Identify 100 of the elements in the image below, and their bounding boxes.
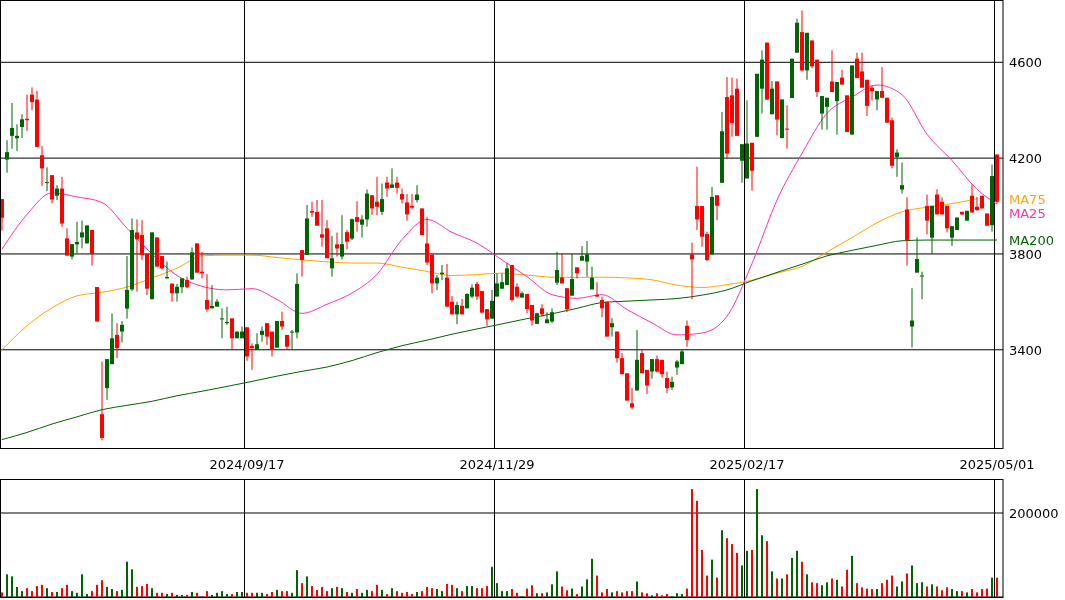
bar xyxy=(451,584,453,597)
bar xyxy=(496,583,498,597)
bar xyxy=(736,552,738,597)
bar xyxy=(331,588,333,597)
candlestick xyxy=(355,200,359,233)
bar xyxy=(196,592,198,597)
bar xyxy=(76,592,78,597)
bar xyxy=(436,589,438,597)
bar xyxy=(56,591,58,597)
bar xyxy=(321,586,323,597)
bar xyxy=(176,594,178,597)
bar xyxy=(151,588,153,597)
bar xyxy=(591,558,593,597)
candlestick xyxy=(255,332,259,351)
bar xyxy=(746,550,748,597)
bar xyxy=(566,590,568,597)
bar xyxy=(61,588,63,597)
bar xyxy=(911,565,913,597)
candlestick xyxy=(330,235,334,278)
bar xyxy=(501,591,503,597)
bar xyxy=(991,577,993,597)
candlestick xyxy=(175,283,179,303)
y-tick-label: 200000 xyxy=(1009,506,1059,522)
bar xyxy=(571,588,573,597)
bar xyxy=(726,538,728,597)
candlestick xyxy=(785,104,789,150)
bar xyxy=(421,591,423,597)
bar xyxy=(431,588,433,597)
bar xyxy=(21,591,23,597)
bar xyxy=(326,591,328,597)
bar xyxy=(466,586,468,597)
bar xyxy=(16,586,18,597)
candlestick xyxy=(205,273,209,313)
candlestick xyxy=(170,283,174,303)
candlestick xyxy=(350,217,354,241)
bar xyxy=(796,550,798,597)
bar xyxy=(611,592,613,597)
bar xyxy=(361,592,363,597)
candlestick xyxy=(380,183,384,216)
candlestick xyxy=(415,184,419,203)
bar xyxy=(821,585,823,597)
bar xyxy=(341,588,343,597)
bar xyxy=(291,592,293,597)
bar xyxy=(146,583,148,597)
bar xyxy=(346,591,348,597)
candlestick xyxy=(925,194,929,235)
bar xyxy=(976,592,978,597)
bar xyxy=(206,591,208,597)
bar xyxy=(236,591,238,597)
bar xyxy=(881,583,883,597)
bar xyxy=(256,592,258,597)
bar xyxy=(906,573,908,597)
bar xyxy=(486,586,488,597)
bar xyxy=(576,594,578,597)
bar xyxy=(536,593,538,597)
bar xyxy=(706,575,708,597)
bar xyxy=(956,591,958,597)
bar xyxy=(581,586,583,597)
bar xyxy=(471,586,473,597)
bar xyxy=(241,591,243,597)
bar xyxy=(91,591,93,597)
bar xyxy=(646,593,648,597)
bar xyxy=(306,576,308,597)
bar xyxy=(846,569,848,597)
y-tick-label: 3800 xyxy=(1009,246,1043,262)
bar xyxy=(416,591,418,597)
bar xyxy=(51,591,53,597)
bar xyxy=(686,588,688,597)
bar xyxy=(216,592,218,597)
candlestick xyxy=(65,227,69,257)
x-tick-label: 2025/05/01 xyxy=(959,457,1035,472)
bar xyxy=(741,565,743,597)
bar xyxy=(721,530,723,597)
bar xyxy=(191,591,193,597)
bar xyxy=(596,575,598,597)
bar xyxy=(101,580,103,597)
bar xyxy=(401,592,403,597)
bar xyxy=(626,591,628,597)
y-tick-label: 4200 xyxy=(1009,151,1043,167)
candlestick xyxy=(90,229,94,267)
bar xyxy=(516,592,518,597)
bar xyxy=(246,592,248,597)
candlestick xyxy=(40,145,44,187)
bar xyxy=(981,589,983,597)
bar xyxy=(46,588,48,597)
candlestick xyxy=(490,289,494,320)
bar xyxy=(211,594,213,597)
bar xyxy=(766,541,768,597)
bar xyxy=(411,594,413,597)
bar xyxy=(181,594,183,597)
bar xyxy=(26,588,28,597)
bar xyxy=(786,574,788,597)
bar xyxy=(951,589,953,597)
bar xyxy=(781,578,783,597)
bar xyxy=(936,586,938,597)
bar xyxy=(761,535,763,597)
bar xyxy=(456,588,458,597)
candlestick xyxy=(665,371,669,394)
bar xyxy=(831,578,833,597)
candlestick xyxy=(670,376,674,391)
